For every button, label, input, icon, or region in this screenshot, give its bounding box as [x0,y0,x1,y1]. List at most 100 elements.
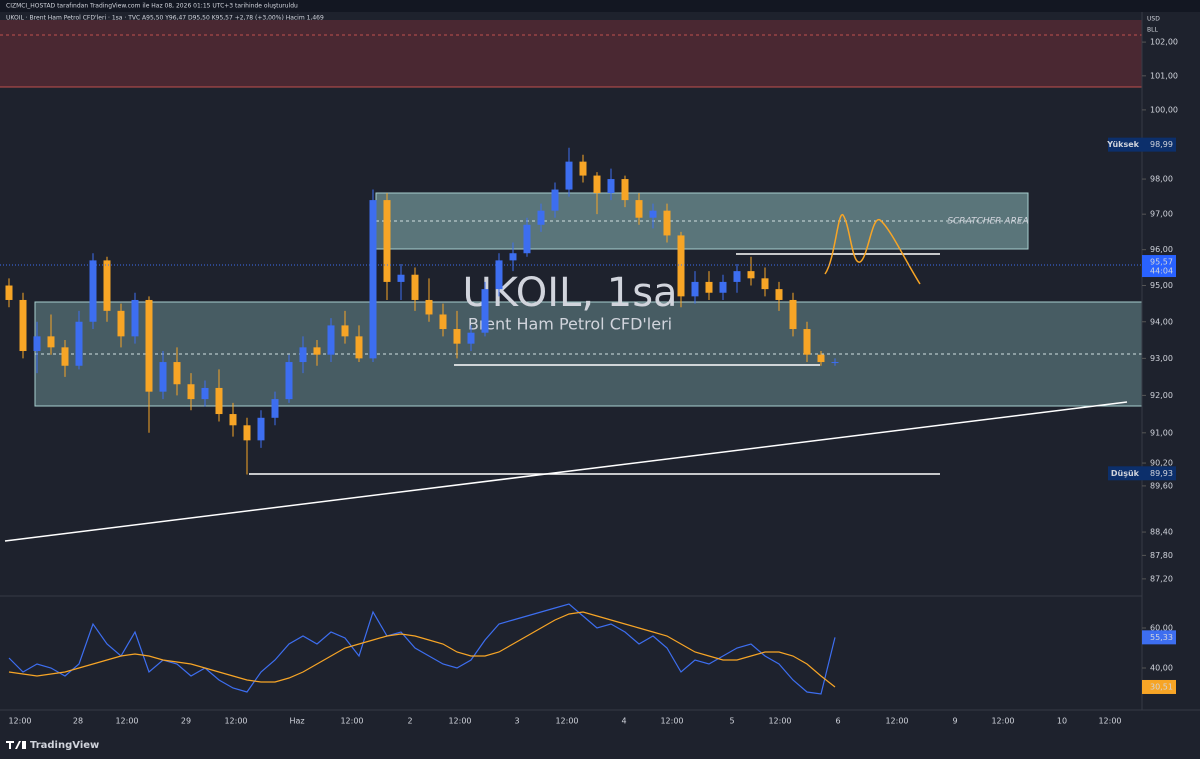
y-tick-label: 100,00 [1150,105,1178,114]
candle-body [803,329,811,355]
x-tick-label: 5 [729,717,734,726]
unit: BLL [1147,27,1158,34]
x-tick-label: 12:00 [8,717,31,726]
candle-body [187,384,195,400]
candle-body [117,310,125,337]
candle-body [593,175,601,194]
candle-body [789,299,797,330]
candle-body [495,260,503,290]
candle-body [341,325,349,337]
candle-body [173,362,181,385]
candle-body [537,210,545,225]
marker-value: 98,99 [1150,140,1173,149]
last-price-badge [1142,255,1176,278]
marker-badge [1108,137,1142,152]
y-tick-label: 88,40 [1150,528,1173,537]
y-tick-label: 96,00 [1150,245,1173,254]
marker-value-badge [1142,466,1176,481]
candle-body [145,299,153,392]
candle-body [747,271,755,279]
candle-body [425,299,433,315]
rsi-line [8,611,836,688]
annotation: SCRATCHER AREA [947,217,1028,227]
candle-body [509,253,517,261]
trend-line [4,401,1128,542]
x-tick-label: 9 [952,717,957,726]
x-tick-label: 28 [73,717,83,726]
candle-body [159,362,167,392]
candle-body [397,274,405,282]
candle-body [411,274,419,300]
candle-body [607,179,615,194]
candle-body [271,399,279,418]
marker-badge [1108,466,1142,481]
x-tick-label: 10 [1057,717,1067,726]
currency: USD [1147,16,1160,23]
candle-body [299,347,307,363]
candle-body [61,347,69,366]
projection-curve [824,214,921,285]
candle-body [663,210,671,236]
candle-body [481,289,489,333]
x-tick-label: 12:00 [448,717,471,726]
candle-body [733,271,741,282]
x-tick-label: 29 [181,717,191,726]
candle-body [649,210,657,218]
y-tick-label: 40,00 [1150,664,1173,673]
candle-body [439,314,447,330]
x-tick-label: 12:00 [224,717,247,726]
candle-body [327,325,335,355]
candle-body [47,336,55,348]
candle-body [831,362,839,364]
x-tick-label: 12:00 [768,717,791,726]
legend-line: UKOIL · Brent Ham Petrol CFD'leri · 1sa … [6,15,324,22]
last-price-label: 95,57 [1150,258,1173,267]
resistance-zone [0,20,1142,87]
candle-body [579,161,587,176]
rsi-last-label: 30,51 [1150,682,1173,691]
y-tick-label: 93,00 [1150,354,1173,363]
y-tick-label: 98,00 [1150,175,1173,184]
candle-body [313,347,321,355]
candle-body [677,235,685,297]
y-tick-label: 97,00 [1150,210,1173,219]
brand-logo [6,741,26,749]
marker-name: Düşük [1111,469,1140,478]
candle-body [257,417,265,441]
rsi-last-label: 55,33 [1150,633,1173,642]
candle-body [75,321,83,366]
candle-body [131,299,139,337]
y-tick-label: 89,60 [1150,481,1173,490]
x-tick-label: Haz [289,717,304,726]
candle-body [369,200,377,359]
candle-body [229,414,237,426]
y-tick-label: 87,20 [1150,574,1173,583]
brand: TradingView [30,740,99,751]
top-bar [0,0,1200,12]
y-tick-label: 95,00 [1150,281,1173,290]
x-tick-label: 12:00 [660,717,683,726]
y-tick-label: 102,00 [1150,38,1178,47]
x-tick-label: 12:00 [340,717,363,726]
y-tick-label: 90,20 [1150,459,1173,468]
marker-value-badge [1142,137,1176,152]
y-tick-label: 101,00 [1150,71,1178,80]
x-tick-label: 4 [621,717,626,726]
watermark-title: UKOIL, 1sa [462,270,677,316]
candle-body [565,161,573,190]
candle-body [103,260,111,311]
candle-body [243,425,251,441]
x-tick-label: 12:00 [555,717,578,726]
candle-body [621,179,629,201]
rsi-badge [1142,679,1176,694]
candle-body [215,387,223,415]
watermark-subtitle: Brent Ham Petrol CFD'leri [468,315,672,334]
marker-value: 89,93 [1150,469,1173,478]
candle-body [691,281,699,297]
candle-body [719,281,727,293]
candle-body [467,332,475,344]
y-tick-label: 91,00 [1150,428,1173,437]
candle-body [761,278,769,290]
